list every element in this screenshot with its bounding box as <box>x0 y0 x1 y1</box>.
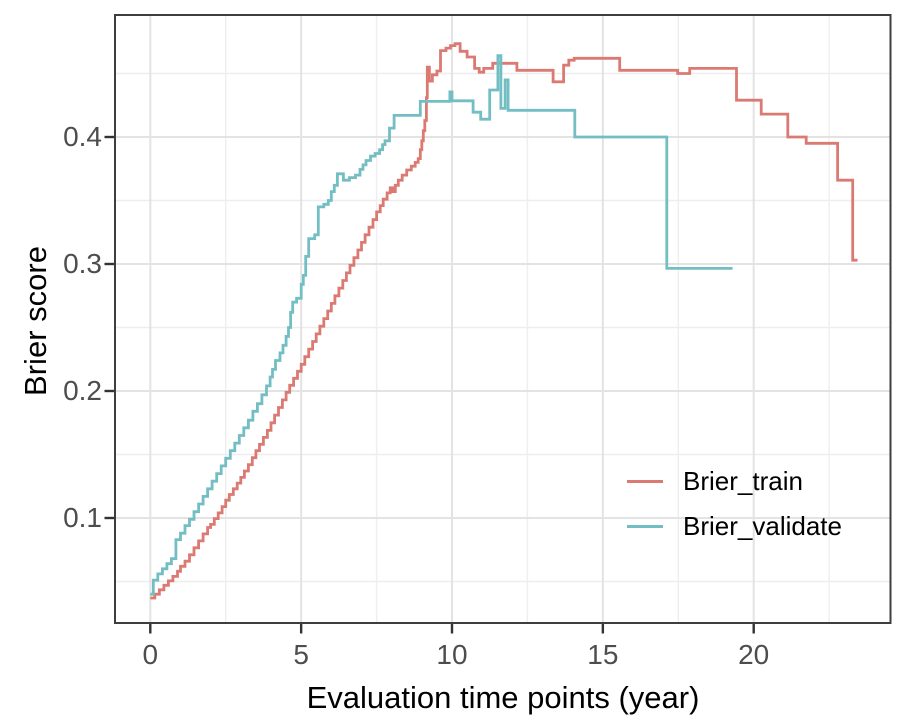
panel-border <box>114 14 892 624</box>
brier-validate-line-swatch <box>627 524 663 529</box>
legend-label-brier-validate: Brier_validate <box>683 511 842 541</box>
y-tick-label: 0.2 <box>63 375 102 406</box>
legend-label-brier-train: Brier_train <box>683 466 803 496</box>
legend-item-brier-train: Brier_train <box>627 459 842 504</box>
legend-item-brier-validate: Brier_validate <box>627 504 842 549</box>
panel-background <box>115 15 891 623</box>
series-line-brier_train <box>150 42 858 600</box>
x-tick-label: 10 <box>436 639 468 670</box>
y-tick-label: 0.3 <box>63 248 102 279</box>
brier-train-line-swatch <box>627 479 663 484</box>
x-tick-label: 20 <box>738 639 770 670</box>
legend: Brier_train Brier_validate <box>627 459 842 549</box>
x-tick-label: 5 <box>293 639 309 670</box>
y-tick-label: 0.1 <box>63 502 102 533</box>
series-line-brier_validate <box>150 54 733 596</box>
x-tick-label: 0 <box>142 639 159 670</box>
x-tick-label: 15 <box>587 639 619 670</box>
y-tick-label: 0.4 <box>63 121 102 152</box>
x-axis-title: Evaluation time points (year) <box>306 680 700 715</box>
y-axis-title: Brier score <box>18 246 53 396</box>
